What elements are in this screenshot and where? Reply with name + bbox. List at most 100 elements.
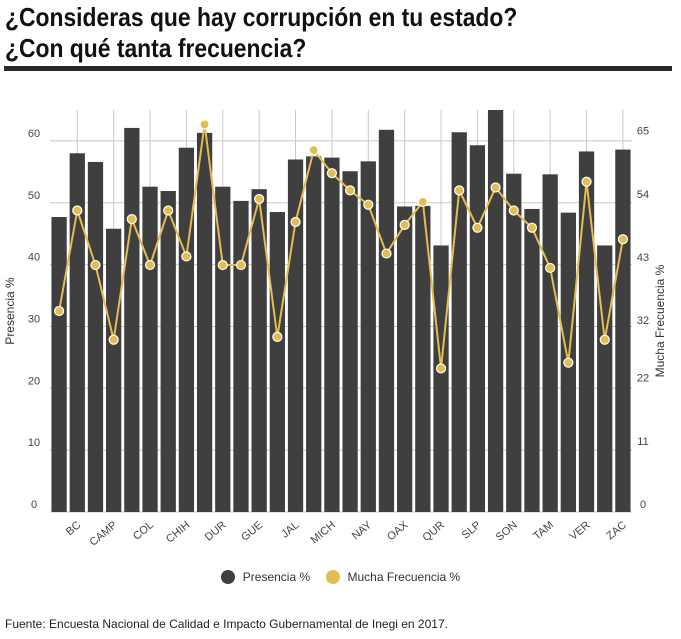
left-tick-label: 50 (28, 190, 40, 202)
point-mor (344, 185, 356, 196)
legend-swatch-presencia (220, 570, 235, 584)
title-divider (4, 66, 672, 71)
bar-bcs (87, 161, 104, 512)
point-mich (326, 168, 338, 179)
point-bc (72, 205, 83, 216)
bar-pue (415, 205, 431, 512)
right-tick-label: 65 (637, 126, 649, 138)
point-oax (399, 219, 410, 230)
point-bcs (90, 259, 101, 271)
point-ver (581, 176, 592, 187)
left-tick-label: 30 (28, 313, 40, 325)
right-tick-label: 22 (637, 373, 649, 385)
bar-chih (178, 147, 195, 513)
source-note: Fuente: Encuesta Nacional de Calidad e I… (5, 617, 448, 631)
title-line-1: ¿Consideras que hay corrupción en tu est… (5, 2, 518, 32)
point-slp (472, 222, 483, 233)
bar-oax (397, 206, 413, 512)
title-line-2: ¿Con qué tanta frecuencia? (5, 33, 307, 63)
right-tick-label: 0 (640, 499, 646, 511)
point-dur (217, 259, 228, 271)
bar-bc (69, 153, 85, 512)
right-tick-label: 54 (637, 189, 649, 201)
bar-qur (433, 245, 449, 513)
bar-zac (615, 149, 631, 512)
bar-hgo (269, 212, 285, 513)
bar-nl (378, 129, 395, 512)
bar-tam (542, 174, 558, 512)
bar-ags (51, 216, 67, 513)
left-tick-label: 40 (28, 252, 40, 264)
x-tick-label: ZAC (604, 519, 629, 542)
legend-swatch-frecuencia (325, 570, 340, 584)
point-yuc (599, 334, 610, 345)
bar-son (506, 173, 522, 512)
legend-label-frecuencia: Mucha Frecuencia % (347, 570, 461, 584)
bar-dur (215, 186, 231, 512)
x-tick-label: BC (64, 519, 83, 538)
x-tick-label: NAY (350, 519, 375, 543)
bar-nay (360, 161, 376, 512)
point-qroo (454, 185, 465, 196)
point-chih (181, 251, 192, 262)
point-tam (545, 262, 556, 274)
left-tick-label: 60 (28, 128, 40, 140)
point-coah (126, 214, 137, 225)
x-tick-label: JAL (279, 519, 301, 540)
bar-jal (287, 159, 304, 512)
bar-gue (251, 189, 267, 512)
point-gue (254, 193, 265, 205)
x-tick-label: QUR (421, 519, 447, 544)
bar-camp (106, 228, 122, 512)
legend-label-presencia: Presencia % (242, 570, 311, 584)
x-tick-label: MICH (309, 519, 338, 546)
left-axis-title: Presencia % (3, 277, 17, 345)
x-tick-label: OAX (385, 519, 411, 544)
legend-item-presencia[interactable]: Presencia % (220, 570, 311, 584)
point-tlax (563, 357, 574, 368)
point-gto (235, 259, 247, 271)
bar-gto (233, 200, 249, 512)
point-col (144, 259, 156, 271)
point-nay (363, 199, 374, 210)
point-mex (308, 145, 319, 156)
x-tick-label: SLP (460, 519, 484, 542)
bar-cdmx (196, 132, 213, 513)
point-tab (526, 222, 538, 233)
x-tick-label: CAMP (88, 519, 120, 549)
bar-sin (487, 110, 504, 512)
bar-col (142, 186, 158, 512)
bar-mor (342, 171, 358, 512)
left-tick-label: 10 (28, 437, 40, 449)
point-camp (108, 334, 119, 345)
left-tick-label: 0 (31, 499, 37, 511)
x-tick-label: TAM (531, 519, 556, 543)
x-tick-label: GUE (239, 519, 265, 544)
bar-slp (469, 145, 486, 512)
point-zac (617, 234, 629, 245)
point-son (508, 205, 519, 216)
x-tick-label: COL (131, 519, 156, 543)
legend-item-frecuencia[interactable]: Mucha Frecuencia % (325, 570, 461, 584)
right-tick-label: 11 (637, 436, 648, 448)
bar-chis (160, 191, 176, 512)
point-sin (490, 182, 501, 193)
bar-mex (306, 156, 322, 512)
point-chis (163, 205, 174, 216)
point-pue (417, 196, 428, 207)
x-tick-label: DUR (203, 519, 229, 544)
legend: Presencia % Mucha Frecuencia % (0, 570, 681, 587)
point-qur (435, 363, 447, 374)
bar-tab (524, 208, 540, 512)
x-tick-label: VER (567, 519, 592, 543)
left-tick-label: 20 (28, 375, 40, 387)
combo-chart: 0 10 20 30 40 50 60 0 11 22 32 43 54 65 BC CAMP COL CHIH D… (3, 110, 667, 549)
bar-coah (124, 127, 140, 513)
chart-title: ¿Consideras que hay corrupción en tu est… (5, 2, 517, 64)
point-jal (290, 216, 301, 228)
right-tick-label: 32 (637, 315, 649, 327)
bar-mich (324, 157, 340, 513)
point-cdmx (199, 119, 210, 130)
bar-ver (578, 151, 595, 512)
point-ags (53, 305, 65, 317)
